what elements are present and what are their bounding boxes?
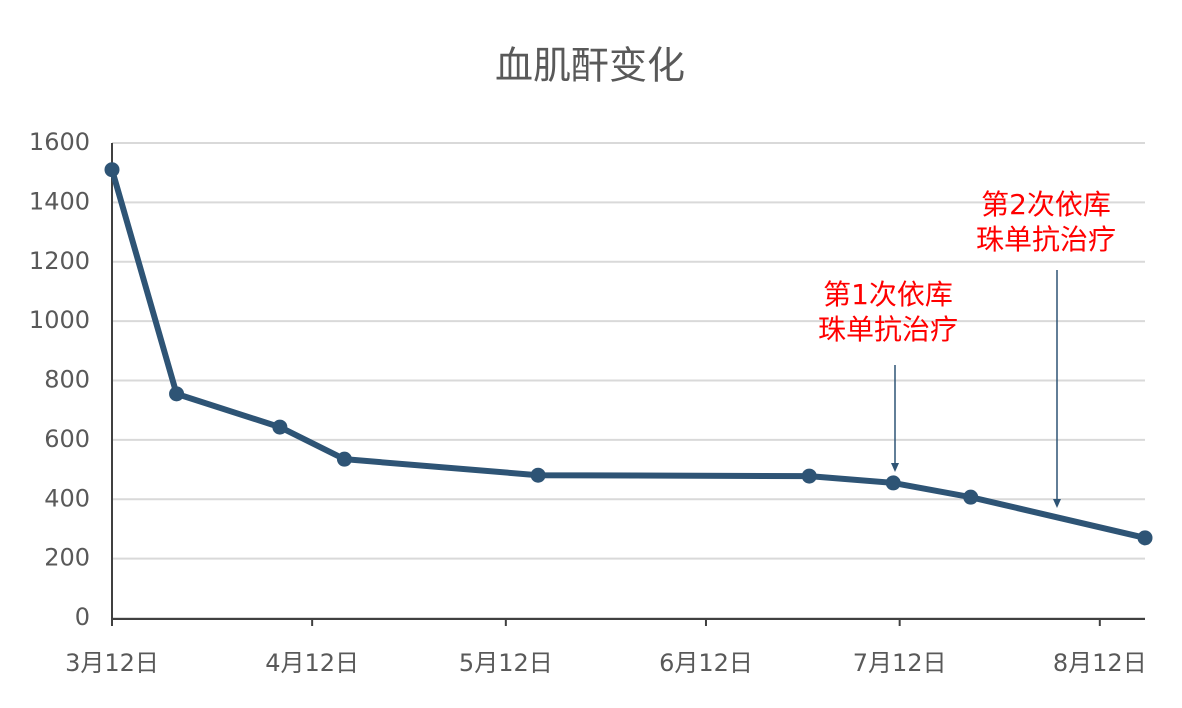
data-point [801,468,817,484]
annotation-text: 第2次依库 [981,188,1111,221]
y-tick-label: 1400 [29,187,90,215]
y-tick-label: 200 [44,544,90,572]
data-point [885,475,901,491]
data-point [963,489,979,505]
annotation-text: 珠单抗治疗 [976,223,1116,256]
data-point [530,467,546,483]
y-tick-label: 400 [44,484,90,512]
x-tick-label: 7月12日 [853,649,947,677]
data-point [272,419,288,435]
y-tick-label: 1000 [29,306,90,334]
y-tick-label: 1600 [29,128,90,156]
annotation-text: 珠单抗治疗 [818,313,958,346]
y-tick-label: 600 [44,425,90,453]
data-point [1137,530,1153,546]
data-point [104,162,120,178]
x-tick-label: 4月12日 [265,649,359,677]
chart-title: 血肌酐变化 [495,44,685,88]
x-tick-label: 5月12日 [459,649,553,677]
x-tick-label: 8月12日 [1053,649,1147,677]
arrow-head [891,463,899,472]
y-tick-label: 1200 [29,247,90,275]
x-tick-label: 3月12日 [65,649,159,677]
annotation-text: 第1次依库 [823,278,953,311]
x-tick-label: 6月12日 [659,649,753,677]
data-point [169,386,185,402]
y-tick-label: 0 [75,603,90,631]
y-tick-label: 800 [44,366,90,394]
arrow-head [1053,499,1061,508]
data-point [336,451,352,467]
